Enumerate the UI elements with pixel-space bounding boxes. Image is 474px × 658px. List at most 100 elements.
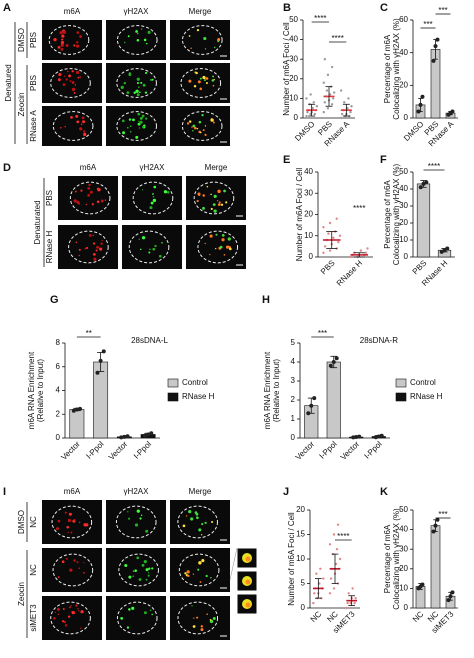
speckle: [196, 29, 200, 32]
y-axis-label: (Relative to Input): [36, 359, 45, 422]
y-axis-label: Percentage of m6A: [383, 524, 392, 593]
data-point: [326, 107, 330, 110]
speckle: [73, 559, 76, 562]
y-tick-label: 20: [296, 505, 305, 514]
speckle: [197, 568, 200, 571]
micrograph: [186, 176, 246, 220]
speckle: [74, 190, 77, 193]
speckle: [139, 116, 143, 120]
speckle: [198, 120, 202, 124]
speckle: [137, 32, 139, 35]
speckle: [217, 189, 221, 194]
speckle: [193, 126, 197, 130]
speckle: [56, 607, 60, 611]
micrograph: [122, 225, 182, 269]
speckle: [209, 234, 213, 238]
speckle: [145, 578, 148, 581]
y-axis-label: Colocalizing with γH2AX (%): [392, 508, 401, 610]
speckle: [73, 44, 76, 47]
nucleus-outline: [132, 181, 174, 215]
data-point: [433, 523, 438, 528]
data-point: [351, 587, 354, 590]
speckle: [186, 515, 188, 517]
speckle: [197, 80, 201, 84]
data-point: [420, 582, 425, 587]
speckle: [88, 183, 91, 187]
speckle: [223, 254, 226, 256]
y-tick-label: 8: [56, 338, 61, 347]
data-point: [346, 601, 349, 605]
speckle: [61, 560, 65, 564]
speckle: [188, 510, 192, 514]
speckle: [192, 124, 196, 128]
micrograph: [170, 20, 230, 60]
y-tick-label: 60: [399, 15, 408, 24]
speckle: [73, 518, 76, 521]
speckle: [131, 606, 135, 610]
speckle: [84, 247, 87, 250]
y-tick-label: 4: [56, 386, 61, 395]
data-point: [418, 185, 423, 190]
nucleus-outline: [180, 68, 222, 98]
nucleus-outline: [128, 230, 170, 264]
speckle: [143, 611, 147, 615]
micrograph: [58, 225, 118, 269]
speckle: [209, 253, 211, 256]
panel-letter: F: [380, 154, 387, 166]
data-point: [445, 246, 450, 251]
y-axis-label: Colocalizing with γH2AX (%): [392, 163, 401, 265]
speckle: [124, 41, 126, 44]
column-header: m6A: [80, 163, 97, 172]
data-point: [323, 101, 327, 104]
data-point: [312, 101, 315, 104]
speckle: [216, 200, 219, 202]
speckle: [70, 605, 72, 607]
speckle: [206, 613, 208, 615]
row-label: PBS: [29, 32, 38, 48]
speckle: [76, 561, 79, 564]
data-point: [313, 112, 316, 116]
y-tick-label: 0: [291, 433, 296, 442]
data-point: [354, 597, 357, 600]
data-point: [322, 110, 325, 114]
micrograph: [106, 596, 166, 640]
speckle: [57, 519, 61, 523]
speckle: [78, 248, 81, 251]
speckle: [76, 120, 80, 124]
speckle: [204, 48, 207, 50]
panel-letter: K: [380, 486, 388, 498]
speckle: [71, 70, 74, 73]
data-point: [306, 411, 311, 416]
data-point: [71, 408, 76, 413]
speckle: [135, 89, 139, 93]
speckle: [204, 242, 206, 245]
outer-label: Denatured: [4, 64, 13, 101]
speckle: [149, 248, 151, 251]
speckle: [78, 203, 80, 205]
speckle: [149, 206, 153, 210]
data-point: [333, 91, 336, 94]
speckle: [212, 203, 216, 207]
data-point: [315, 572, 318, 575]
y-tick-label: 10: [399, 584, 408, 593]
speckle: [120, 617, 124, 620]
outer-label: Denaturated: [33, 200, 42, 244]
y-axis-label: Percentage of m6A: [383, 180, 392, 249]
data-point: [364, 251, 368, 254]
nucleus-outline: [181, 25, 223, 55]
speckle: [78, 610, 80, 612]
micrograph: [42, 596, 102, 640]
speckle: [128, 73, 132, 77]
significance-label: ***: [438, 510, 447, 519]
speckle: [76, 44, 80, 48]
micrograph: [170, 548, 230, 592]
micrograph: [170, 596, 230, 640]
data-point: [328, 221, 332, 225]
speckle: [136, 77, 140, 81]
speckle: [210, 577, 212, 579]
speckle: [136, 556, 140, 560]
column-header: m6A: [64, 487, 81, 496]
data-point: [311, 107, 314, 110]
data-point: [351, 435, 356, 440]
speckle: [143, 126, 146, 129]
